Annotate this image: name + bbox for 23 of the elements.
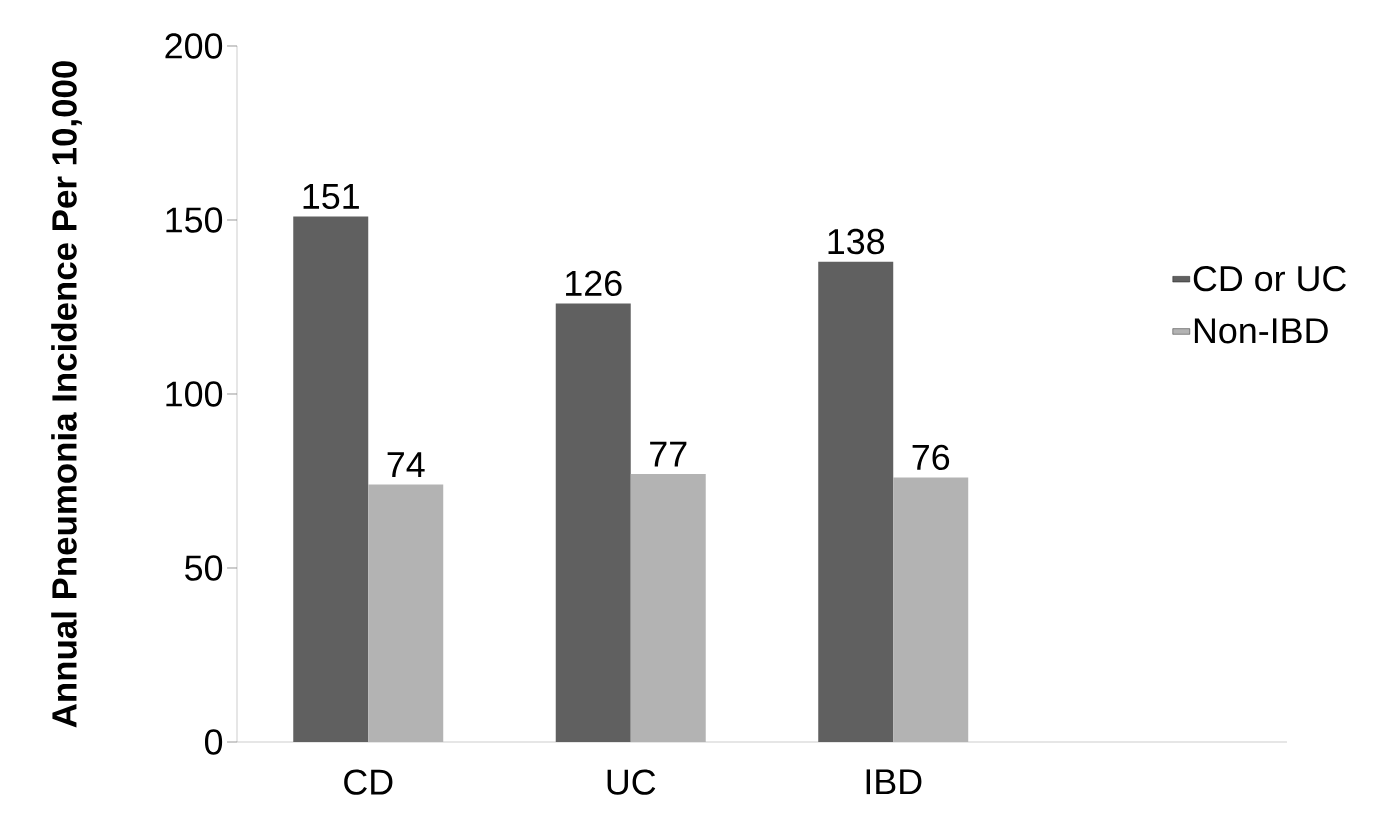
y-axis-title: Annual Pneumonia Incidence Per 10,000 xyxy=(51,61,82,728)
y-tick-label: 200 xyxy=(165,33,223,59)
data-label: 77 xyxy=(650,441,687,467)
bar xyxy=(555,303,631,742)
x-tick-label: UC xyxy=(607,769,656,795)
y-tick-label: 150 xyxy=(166,207,223,233)
x-tick-label: IBD xyxy=(866,769,922,795)
data-label: 138 xyxy=(828,228,885,255)
y-tick-label: 100 xyxy=(166,381,223,407)
bar xyxy=(630,474,706,742)
legend-label: CD or UC xyxy=(1193,265,1346,292)
y-tick-label: 50 xyxy=(185,555,223,581)
data-label: 151 xyxy=(303,183,359,209)
y-tick-label: 0 xyxy=(204,729,223,755)
x-tick-label: CD xyxy=(344,769,393,795)
bar xyxy=(293,216,369,742)
legend-label: Non-IBD xyxy=(1194,318,1328,344)
bar xyxy=(893,477,969,742)
data-label: 126 xyxy=(566,270,622,296)
bar xyxy=(368,484,444,742)
data-label: 76 xyxy=(912,444,950,470)
data-label: 74 xyxy=(387,452,425,477)
bar xyxy=(818,261,894,742)
